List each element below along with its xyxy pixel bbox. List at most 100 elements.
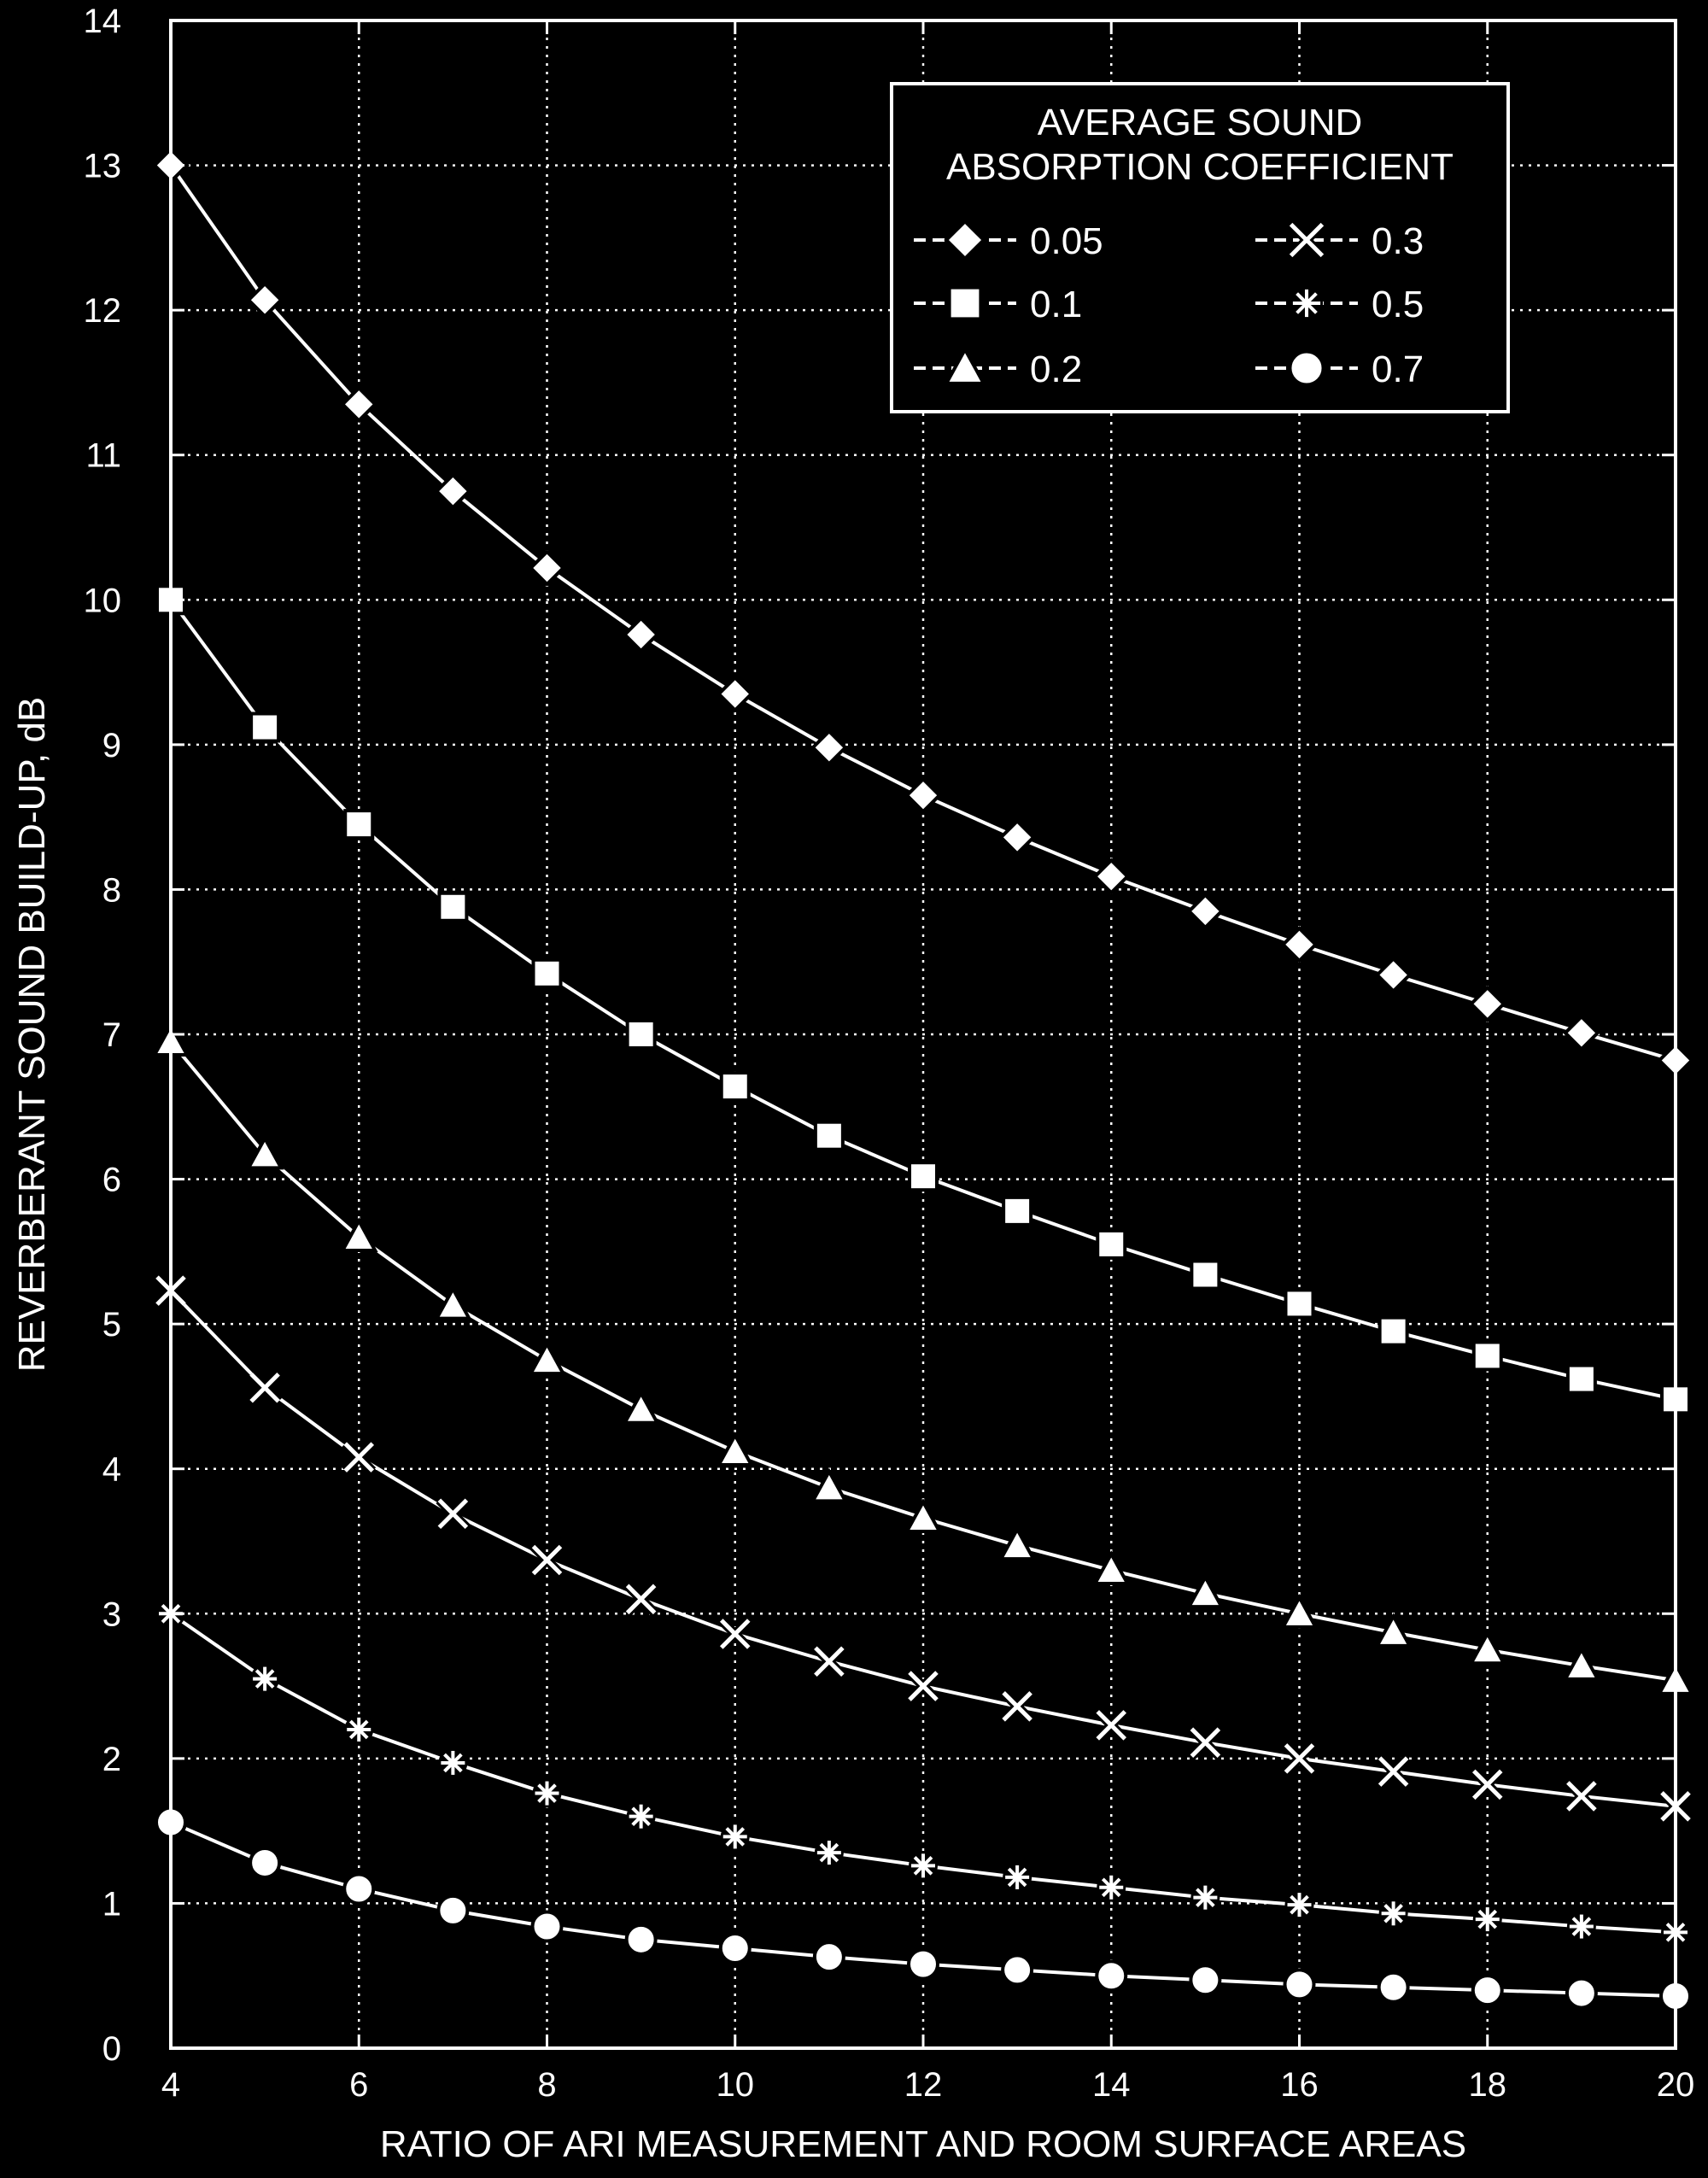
y-tick-label: 10 (84, 582, 122, 619)
series-0-2-point (622, 1390, 661, 1425)
marker-x-stroke-b (249, 1372, 280, 1403)
legend-entry-0-5-label: 0.5 (1372, 284, 1424, 325)
series-0-1-point (249, 711, 281, 743)
series-0-1-point (531, 957, 563, 989)
x-tick-label: 8 (537, 2066, 556, 2104)
series-0-2-point (904, 1498, 943, 1533)
series-0-1-point (1096, 1228, 1127, 1260)
y-tick-label: 7 (102, 1016, 121, 1054)
x-tick-label: 4 (161, 2066, 180, 2104)
series-0-05-point (810, 729, 848, 767)
marker-x-stroke-b (1566, 1781, 1597, 1812)
legend-entry-0-1: 0.1 (914, 284, 1082, 325)
series-0-05-point (716, 675, 754, 713)
series-0-5-point (250, 1664, 280, 1694)
series-0-2-point (245, 1134, 284, 1170)
series-0-05-point (246, 281, 284, 319)
marker-asterisk-stroke (1383, 1903, 1403, 1923)
series-0-1-point (1471, 1340, 1503, 1372)
marker-asterisk-stroke (819, 1842, 839, 1863)
series-0-7-point (1471, 1974, 1504, 2007)
series-0-7-point (1001, 1953, 1034, 1987)
marker-x-stroke-b (343, 1442, 375, 1472)
series-0-05-point (622, 616, 660, 653)
series-0-5-point (1566, 1912, 1596, 1941)
y-tick-label: 13 (84, 148, 122, 185)
series-0-7-point (1283, 1968, 1316, 2001)
series-0-5-point (720, 1822, 750, 1852)
marker-x-stroke-b (437, 1498, 469, 1530)
series-0-1-point (1002, 1195, 1033, 1227)
legend-entry-0-3-marker (1287, 220, 1326, 260)
marker-asterisk-stroke (725, 1827, 746, 1847)
series-0-7-point (249, 1846, 282, 1879)
legend-entry-0-3: 0.3 (1255, 220, 1424, 262)
legend-entry-0-05: 0.05 (914, 219, 1103, 262)
series-0-05-point (434, 472, 472, 510)
series-0-05-point (528, 549, 566, 587)
legend-entry-0-5-marker (1290, 286, 1324, 320)
series-0-7-point (812, 1941, 845, 1974)
series-0-5-point (1003, 1862, 1032, 1892)
series-0-3-point (623, 1582, 658, 1617)
y-tick-label: 1 (102, 1885, 121, 1923)
series-0-3-point (1000, 1689, 1035, 1724)
series-0-3-point (1188, 1725, 1223, 1760)
series-0-3-point (1094, 1707, 1129, 1742)
series-0-05-point (904, 776, 942, 815)
series-0-05-point (340, 385, 378, 424)
x-tick-label: 12 (904, 2066, 943, 2104)
series-0-1-point (813, 1120, 845, 1151)
series-0-3-point (248, 1370, 283, 1405)
series-layer (151, 146, 1695, 2012)
marker-x-stroke-b (814, 1646, 845, 1677)
series-0-05-point (1092, 858, 1131, 895)
series-0-3-point (1470, 1767, 1505, 1802)
y-tick-label: 2 (102, 1741, 121, 1778)
legend-title-line-1: AVERAGE SOUND (1038, 102, 1363, 143)
series-0-2-point (1185, 1573, 1225, 1609)
marker-x-stroke-b (1289, 222, 1325, 258)
series-0-1-point (908, 1161, 939, 1192)
series-0-7-point (342, 1872, 376, 1906)
series-0-5-point (344, 1714, 374, 1744)
y-axis-title: REVERBERANT SOUND BUILD-UP, dB (11, 697, 53, 1373)
series-0-1-point (625, 1019, 657, 1050)
series-0-3-point (1282, 1741, 1317, 1776)
series-0-3-point (342, 1440, 377, 1475)
x-tick-label: 10 (717, 2066, 755, 2104)
series-0-2-point (528, 1340, 566, 1376)
series-0-5-point (532, 1778, 562, 1808)
y-tick-label: 3 (102, 1595, 121, 1633)
marker-asterisk-stroke (1296, 292, 1318, 314)
marker-x-stroke-b (719, 1619, 751, 1649)
marker-asterisk-stroke (254, 1669, 275, 1689)
legend-entry-0-3-label: 0.3 (1372, 220, 1424, 262)
series-0-5-point (1378, 1899, 1408, 1929)
x-tick-label: 20 (1657, 2066, 1695, 2104)
series-0-5-point (626, 1801, 656, 1831)
x-tick-label: 16 (1280, 2066, 1319, 2104)
x-tick-label: 6 (349, 2066, 368, 2104)
series-0-3-point (906, 1669, 940, 1703)
marker-x-stroke-b (625, 1584, 657, 1615)
series-0-1 (155, 584, 1691, 1415)
marker-x-stroke-b (1096, 1710, 1127, 1741)
series-0-2-point (716, 1432, 755, 1467)
series-0-3-point (436, 1496, 471, 1531)
y-tick-label: 12 (84, 292, 122, 330)
y-tick-label: 0 (102, 2030, 121, 2068)
series-0-05 (152, 146, 1694, 1080)
series-0-7-point (1095, 1959, 1128, 1993)
y-tick-label: 8 (102, 871, 121, 909)
series-0-3 (154, 1273, 1693, 1824)
y-tick-label: 4 (102, 1451, 121, 1489)
series-0-2-point (1374, 1613, 1413, 1648)
series-0-1-point (437, 891, 469, 922)
marker-x-stroke-b (1002, 1691, 1032, 1722)
legend-entry-0-2-label: 0.2 (1030, 348, 1082, 390)
series-0-5-point (1097, 1872, 1126, 1902)
series-0-7-point (1565, 1976, 1598, 2010)
series-0-3-point (1376, 1754, 1411, 1789)
